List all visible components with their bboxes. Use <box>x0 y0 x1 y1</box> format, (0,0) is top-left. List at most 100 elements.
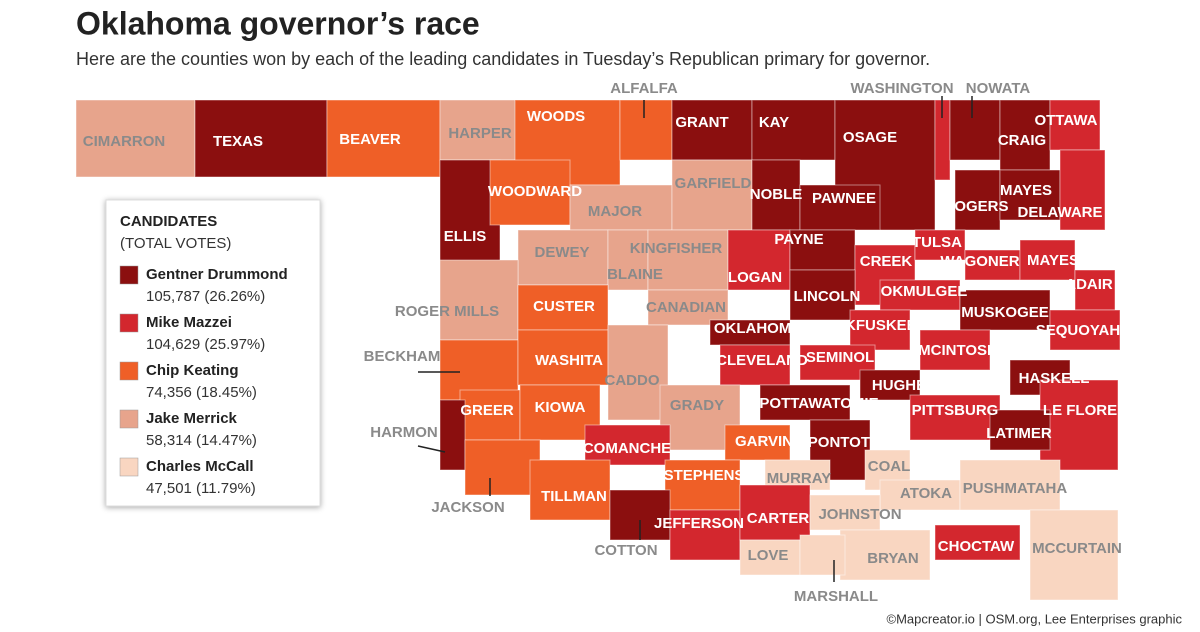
county-label: PONTOTOC <box>808 434 893 451</box>
legend-swatch <box>119 409 139 429</box>
county <box>759 384 851 421</box>
county-label: MAYES <box>1000 182 1052 199</box>
county-label: CARTER <box>747 510 810 527</box>
county-label: SEMINOLE <box>806 349 884 366</box>
county-label: OKFUSKEE <box>833 317 916 334</box>
legend-votes: 58,314 (14.47%) <box>146 432 257 449</box>
county-label: CIMARRON <box>83 133 166 150</box>
county <box>569 184 673 231</box>
county <box>439 399 466 471</box>
county <box>1019 239 1076 281</box>
county <box>949 99 1001 161</box>
county-label: MAJOR <box>588 203 642 220</box>
county-label: GRANT <box>675 114 728 131</box>
legend-swatch <box>119 313 139 333</box>
county <box>439 259 519 341</box>
county-label: CANADIAN <box>646 299 726 316</box>
county <box>989 409 1051 451</box>
county <box>1049 309 1121 351</box>
county-label: MCCURTAIN <box>1032 540 1122 557</box>
county-label: ADAIR <box>1065 276 1113 293</box>
county-label: HUGHES <box>872 377 936 394</box>
county-label: CHOCTAW <box>938 538 1015 555</box>
county-label: SEQUOYAH <box>1036 322 1120 339</box>
legend-votes: 74,356 (18.45%) <box>146 384 257 401</box>
county <box>789 269 856 321</box>
county-label: TEXAS <box>213 133 263 150</box>
county <box>751 159 801 231</box>
county-label: JACKSON <box>431 499 504 516</box>
legend-swatch <box>119 265 139 285</box>
legend-swatch <box>119 457 139 477</box>
county-label: KINGFISHER <box>630 240 723 257</box>
legend-name: Chip Keating <box>146 362 239 379</box>
county-label: KAY <box>759 114 789 131</box>
county <box>954 169 1001 231</box>
county-label: GREER <box>460 402 514 419</box>
county-label: NOWATA <box>966 80 1031 97</box>
county-label: PITTSBURG <box>912 402 999 419</box>
county-label: WASHITA <box>535 352 603 369</box>
county <box>919 329 991 371</box>
county <box>517 229 609 286</box>
county-label: STEPHENS <box>664 467 745 484</box>
county <box>751 99 836 161</box>
county <box>664 459 741 511</box>
county-label: ALFALFA <box>610 80 678 97</box>
county-label: OSAGE <box>843 129 897 146</box>
county <box>489 159 571 226</box>
county-label: ATOKA <box>900 485 952 502</box>
county-label: CUSTER <box>533 298 595 315</box>
county-label: MARSHALL <box>794 588 878 605</box>
county-label: WASHINGTON <box>850 80 953 97</box>
county-label: TILLMAN <box>541 488 607 505</box>
county-label: CREEK <box>860 253 913 270</box>
county-label: OKMULGEE <box>881 283 968 300</box>
title: Oklahoma governor’s race <box>76 5 480 41</box>
legend-subtitle: (TOTAL VOTES) <box>120 235 231 252</box>
county <box>194 99 328 178</box>
legend-name: Mike Mazzei <box>146 314 232 331</box>
county-label: WOODWARD <box>488 183 582 200</box>
county-label: WOODS <box>527 108 585 125</box>
county-label: BRYAN <box>867 550 918 567</box>
county-label: COAL <box>868 458 911 475</box>
county-label: CADDO <box>605 372 660 389</box>
legend-box <box>105 199 321 507</box>
county <box>1029 509 1119 601</box>
county-label: TULSA <box>912 234 962 251</box>
county-label: JOHNSTON <box>818 506 901 523</box>
county-label: BEAVER <box>339 131 401 148</box>
county <box>799 534 846 576</box>
county <box>849 309 911 351</box>
county <box>607 229 649 291</box>
county-label: LOVE <box>748 547 789 564</box>
county-label: POTTAWATOMIE <box>759 395 878 412</box>
legend-votes: 104,629 (25.97%) <box>146 336 265 353</box>
legend-votes: 105,787 (26.26%) <box>146 288 265 305</box>
county <box>464 439 541 496</box>
county-label: OTTAWA <box>1034 112 1097 129</box>
county-label: DEWEY <box>534 244 589 261</box>
county-label: JEFFERSON <box>654 515 744 532</box>
county-label: GARVIN <box>735 433 793 450</box>
county <box>724 424 791 461</box>
county <box>739 539 801 576</box>
county <box>709 319 791 346</box>
callout <box>417 445 446 453</box>
county <box>619 99 673 161</box>
county <box>964 249 1021 281</box>
county-label: PAWNEE <box>812 190 876 207</box>
counties <box>75 99 1121 601</box>
county-label: LINCOLN <box>794 288 861 305</box>
county <box>739 484 811 541</box>
legend-title: CANDIDATES <box>120 213 217 230</box>
legend-items: Gentner Drummond 105,787 (26.26%) Mike Maz… <box>119 265 288 497</box>
county-label: GARFIELD <box>675 175 752 192</box>
county-label: MUSKOGEE <box>961 304 1049 321</box>
county-label: PUSHMATAHA <box>963 480 1068 497</box>
county <box>934 524 1021 561</box>
county <box>669 509 741 561</box>
